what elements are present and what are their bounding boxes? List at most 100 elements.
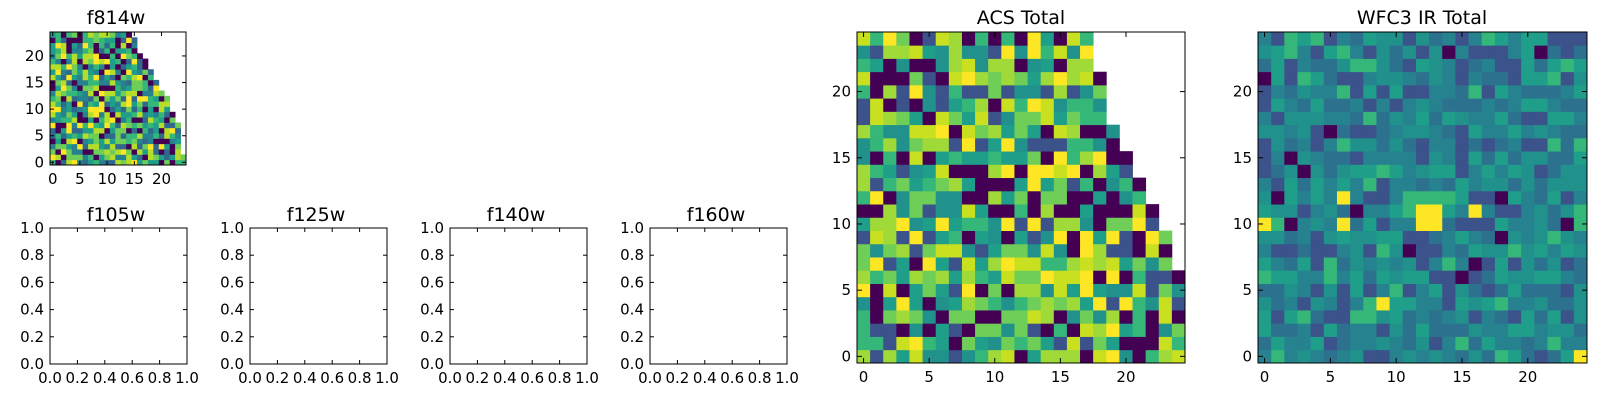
heatmap-cell bbox=[857, 283, 871, 298]
heatmap-cell bbox=[1350, 323, 1364, 337]
heatmap-cell bbox=[77, 149, 84, 155]
heatmap-cell bbox=[1066, 190, 1081, 205]
heatmap-cell bbox=[1093, 310, 1107, 324]
heatmap-cell bbox=[1350, 217, 1364, 231]
heatmap-cell bbox=[1053, 217, 1068, 231]
heatmap-cell bbox=[1271, 310, 1285, 324]
heatmap-cell bbox=[1040, 84, 1055, 99]
heatmap-cell bbox=[1402, 296, 1417, 311]
heatmap-cell bbox=[115, 47, 122, 54]
heatmap-cell bbox=[896, 270, 910, 284]
heatmap-cell bbox=[1066, 217, 1081, 231]
heatmap-cell bbox=[169, 111, 176, 118]
heatmap-cell bbox=[1258, 243, 1272, 258]
heatmap-cell bbox=[104, 95, 111, 102]
heatmap-cell bbox=[60, 58, 67, 65]
heatmap-cell bbox=[1481, 45, 1496, 59]
heatmap-cell bbox=[1066, 164, 1081, 179]
y-tick-label: 10 bbox=[25, 100, 44, 118]
heatmap-cell bbox=[66, 127, 73, 134]
heatmap-cell bbox=[1534, 230, 1548, 245]
heatmap-cell bbox=[870, 98, 884, 112]
x-tick-label: 0 bbox=[48, 170, 58, 188]
heatmap-cell bbox=[1402, 217, 1417, 231]
heatmap-cell bbox=[1547, 217, 1562, 231]
heatmap-cell bbox=[1455, 243, 1469, 258]
heatmap-cell bbox=[153, 79, 160, 86]
heatmap-cell bbox=[120, 85, 127, 91]
heatmap-cell bbox=[1027, 270, 1042, 284]
heatmap-cell bbox=[1323, 84, 1338, 99]
heatmap-cell bbox=[126, 74, 132, 81]
heatmap-cell bbox=[66, 53, 73, 59]
heatmap-cell bbox=[1336, 349, 1351, 364]
heatmap-cell bbox=[1080, 270, 1094, 284]
heatmap-cell bbox=[1145, 310, 1160, 324]
heatmap-cell bbox=[120, 111, 127, 118]
heatmap-cell bbox=[883, 336, 897, 351]
heatmap-cell bbox=[935, 217, 950, 231]
heatmap-cell bbox=[1389, 296, 1404, 311]
heatmap-cell bbox=[1336, 32, 1351, 46]
heatmap-cell bbox=[1106, 296, 1120, 311]
heatmap-cell bbox=[1323, 310, 1338, 324]
heatmap-cell bbox=[1560, 283, 1575, 298]
heatmap-cell bbox=[1468, 177, 1483, 192]
heatmap-cell bbox=[1132, 349, 1147, 364]
heatmap-cell bbox=[1310, 257, 1325, 271]
axes-frame bbox=[49, 227, 188, 365]
heatmap-cell bbox=[109, 143, 116, 150]
heatmap-cell bbox=[158, 95, 165, 102]
heatmap-cell bbox=[1455, 323, 1469, 337]
heatmap-cell bbox=[164, 149, 171, 155]
x-tick-label: 0.4 bbox=[293, 369, 317, 387]
heatmap-cell bbox=[98, 101, 105, 107]
heatmap-cell bbox=[1573, 217, 1588, 231]
heatmap-cell bbox=[1415, 257, 1430, 271]
heatmap-cell bbox=[98, 106, 105, 113]
heatmap-cell bbox=[948, 190, 963, 205]
heatmap-cell bbox=[1547, 151, 1562, 165]
heatmap-cell bbox=[1494, 137, 1509, 152]
heatmap-cell bbox=[1171, 323, 1186, 337]
heatmap-cell bbox=[1547, 257, 1562, 271]
heatmap-cell bbox=[961, 190, 976, 205]
heatmap-cell bbox=[1521, 32, 1535, 46]
heatmap-cell bbox=[922, 98, 937, 112]
heatmap-cell bbox=[1560, 45, 1575, 59]
heatmap-cell bbox=[1066, 58, 1081, 73]
heatmap-cell bbox=[1336, 45, 1351, 59]
heatmap-cell bbox=[98, 69, 105, 75]
heatmap-cell bbox=[120, 133, 127, 139]
heatmap-cell bbox=[1040, 296, 1055, 311]
heatmap-cell bbox=[77, 122, 84, 129]
heatmap-cell bbox=[1132, 283, 1147, 298]
heatmap-cell bbox=[1402, 45, 1417, 59]
heatmap-cell bbox=[82, 42, 89, 49]
heatmap-cell bbox=[1119, 296, 1133, 311]
heatmap-cell bbox=[93, 111, 100, 118]
heatmap-cell bbox=[1014, 230, 1028, 245]
heatmap-cell bbox=[857, 164, 871, 179]
heatmap-cell bbox=[1455, 58, 1469, 73]
x-tick-label: 20 bbox=[152, 170, 171, 188]
heatmap-cell bbox=[98, 122, 105, 129]
heatmap-cell bbox=[922, 71, 937, 86]
heatmap-cell bbox=[1310, 230, 1325, 245]
heatmap-cell bbox=[98, 63, 105, 70]
heatmap-cell bbox=[60, 63, 67, 70]
heatmap-cell bbox=[948, 32, 963, 46]
heatmap-cell bbox=[1258, 98, 1272, 112]
heatmap-cell bbox=[935, 257, 950, 271]
heatmap-cell bbox=[1106, 349, 1120, 364]
heatmap-cell bbox=[1001, 296, 1015, 311]
heatmap-cell bbox=[1323, 124, 1338, 139]
heatmap-cell bbox=[1376, 32, 1390, 46]
heatmap-cell bbox=[1132, 336, 1147, 351]
heatmap-cell bbox=[1080, 310, 1094, 324]
heatmap-cell bbox=[1508, 336, 1522, 351]
heatmap-cell bbox=[71, 154, 78, 161]
heatmap-cell bbox=[948, 164, 963, 179]
heatmap-cell bbox=[1258, 32, 1272, 46]
heatmap-cell bbox=[1547, 32, 1562, 46]
